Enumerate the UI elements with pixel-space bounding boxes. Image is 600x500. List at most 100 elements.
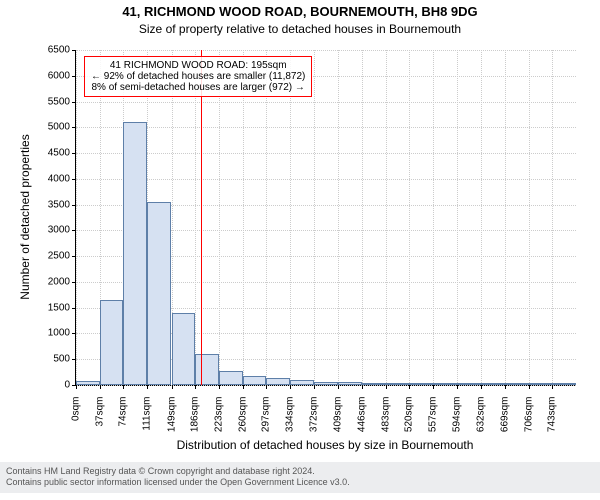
x-tick-label: 594sqm: [451, 397, 462, 441]
y-tick-label: 5000: [30, 122, 70, 133]
gridline-h: [76, 102, 576, 103]
histogram-bar: [338, 382, 362, 385]
histogram-bar: [243, 376, 267, 385]
annotation-line: ← 92% of detached houses are smaller (11…: [91, 71, 305, 82]
x-tick-mark: [123, 385, 124, 389]
histogram-bar: [529, 383, 553, 385]
histogram-bar: [76, 381, 100, 385]
gridline-h: [76, 179, 576, 180]
gridline-v: [386, 50, 387, 385]
histogram-bar: [362, 383, 386, 385]
x-tick-label: 334sqm: [285, 397, 296, 441]
y-tick-label: 6000: [30, 70, 70, 81]
x-tick-mark: [362, 385, 363, 389]
gridline-v: [290, 50, 291, 385]
x-tick-mark: [529, 385, 530, 389]
annotation-line: 41 RICHMOND WOOD ROAD: 195sqm: [91, 60, 305, 71]
footer: Contains HM Land Registry data © Crown c…: [0, 462, 600, 493]
x-tick-label: 372sqm: [309, 397, 320, 441]
chart-container: 41, RICHMOND WOOD ROAD, BOURNEMOUTH, BH8…: [0, 0, 600, 500]
x-tick-label: 186sqm: [190, 397, 201, 441]
histogram-bar: [409, 383, 433, 385]
x-tick-label: 483sqm: [380, 397, 391, 441]
histogram-bar: [314, 382, 338, 385]
x-tick-label: 669sqm: [499, 397, 510, 441]
x-tick-mark: [266, 385, 267, 389]
y-axis-label: Number of detached properties: [18, 87, 32, 347]
gridline-h: [76, 385, 576, 386]
histogram-bar: [123, 122, 147, 385]
y-tick-label: 0: [30, 380, 70, 391]
histogram-bar: [481, 383, 505, 385]
gridline-h: [76, 153, 576, 154]
x-tick-mark: [147, 385, 148, 389]
x-tick-label: 557sqm: [428, 397, 439, 441]
x-tick-mark: [219, 385, 220, 389]
y-tick-label: 6500: [30, 45, 70, 56]
gridline-v: [219, 50, 220, 385]
x-tick-mark: [457, 385, 458, 389]
x-tick-label: 260sqm: [237, 397, 248, 441]
chart-subtitle: Size of property relative to detached ho…: [0, 22, 600, 36]
footer-line-1: Contains HM Land Registry data © Crown c…: [6, 466, 594, 477]
gridline-v: [457, 50, 458, 385]
histogram-bar: [290, 380, 314, 385]
gridline-v: [76, 50, 77, 385]
y-tick-label: 500: [30, 354, 70, 365]
y-tick-label: 2500: [30, 251, 70, 262]
gridline-v: [266, 50, 267, 385]
gridline-h: [76, 50, 576, 51]
subtitle-text: Size of property relative to detached ho…: [139, 22, 461, 36]
x-tick-mark: [409, 385, 410, 389]
x-tick-label: 297sqm: [261, 397, 272, 441]
histogram-bar: [172, 313, 196, 385]
x-tick-label: 409sqm: [333, 397, 344, 441]
histogram-bar: [266, 378, 290, 385]
gridline-v: [552, 50, 553, 385]
x-tick-label: 149sqm: [166, 397, 177, 441]
y-tick-label: 4500: [30, 148, 70, 159]
x-tick-label: 74sqm: [118, 397, 129, 441]
x-axis-label: Distribution of detached houses by size …: [75, 438, 575, 452]
gridline-v: [433, 50, 434, 385]
histogram-bar: [100, 300, 124, 385]
gridline-v: [529, 50, 530, 385]
x-tick-mark: [290, 385, 291, 389]
x-tick-mark: [552, 385, 553, 389]
gridline-v: [243, 50, 244, 385]
x-tick-mark: [195, 385, 196, 389]
histogram-bar: [457, 383, 481, 385]
y-tick-label: 2000: [30, 276, 70, 287]
gridline-v: [409, 50, 410, 385]
gridline-v: [362, 50, 363, 385]
plot-area: 0500100015002000250030003500400045005000…: [75, 50, 576, 386]
gridline-v: [481, 50, 482, 385]
gridline-v: [338, 50, 339, 385]
x-tick-label: 223sqm: [213, 397, 224, 441]
histogram-bar: [505, 383, 529, 385]
x-tick-label: 446sqm: [356, 397, 367, 441]
x-tick-mark: [76, 385, 77, 389]
x-tick-mark: [100, 385, 101, 389]
x-tick-label: 632sqm: [476, 397, 487, 441]
histogram-bar: [433, 383, 457, 385]
x-tick-mark: [314, 385, 315, 389]
x-tick-label: 0sqm: [71, 397, 82, 441]
y-tick-label: 1500: [30, 302, 70, 313]
y-tick-label: 1000: [30, 328, 70, 339]
x-tick-label: 111sqm: [142, 397, 153, 441]
x-tick-mark: [505, 385, 506, 389]
reference-line: [201, 50, 202, 385]
histogram-bar: [195, 354, 219, 385]
gridline-v: [195, 50, 196, 385]
histogram-bar: [552, 383, 576, 385]
x-tick-label: 37sqm: [94, 397, 105, 441]
gridline-v: [314, 50, 315, 385]
histogram-bar: [147, 202, 171, 385]
x-tick-mark: [243, 385, 244, 389]
histogram-bar: [219, 371, 243, 385]
histogram-bar: [386, 383, 410, 385]
x-tick-mark: [338, 385, 339, 389]
footer-line-2: Contains public sector information licen…: [6, 477, 594, 488]
x-tick-label: 520sqm: [404, 397, 415, 441]
